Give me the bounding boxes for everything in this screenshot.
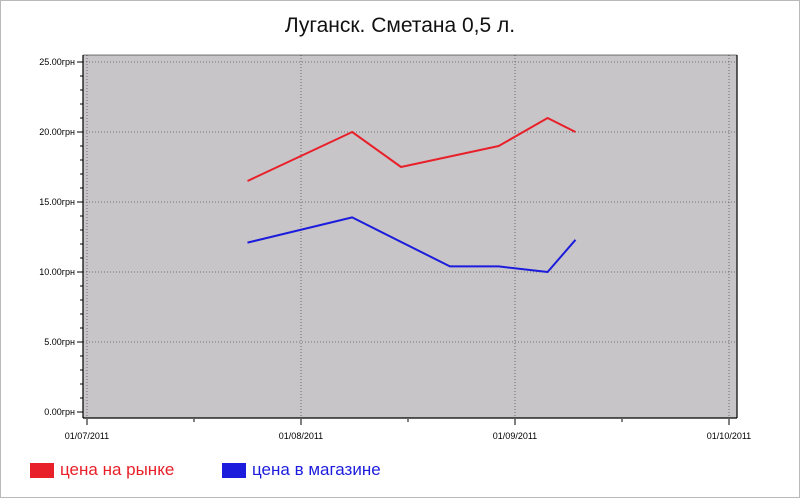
series-line-1: [247, 216, 577, 273]
legend-label-market: цена на рынке: [60, 460, 175, 479]
series-line-0: [247, 117, 576, 182]
legend-swatch-market: [30, 462, 54, 478]
y-tick-label: 25.00грн: [39, 57, 75, 67]
label-layer: 0.00грн 5.00грн 10.00грн 15.00грн 20.00грн 25…: [39, 57, 751, 441]
y-tick-label: 20.00грн: [39, 127, 75, 137]
y-tick-label: 15.00грн: [39, 197, 75, 207]
x-tick-label: 01/09/2011: [493, 431, 537, 441]
legend-swatch-store: [222, 462, 246, 478]
x-tick-label: 01/08/2011: [279, 431, 323, 441]
axis-layer: [77, 54, 738, 425]
grid-layer: [83, 55, 737, 418]
plot-area: [83, 55, 737, 418]
x-tick-label: 01/10/2011: [707, 431, 751, 441]
y-tick-label: 10.00грн: [39, 267, 75, 277]
legend-item-market: цена на рынке: [30, 458, 174, 482]
legend-label-store: цена в магазине: [252, 460, 381, 479]
legend-item-store: цена в магазине: [222, 458, 381, 482]
series-layer: [247, 117, 577, 273]
y-tick-label: 5.00грн: [44, 337, 75, 347]
chart-title: Луганск. Сметана 0,5 л.: [284, 14, 516, 37]
x-tick-label: 01/07/2011: [65, 431, 109, 441]
y-tick-label: 0.00грн: [44, 407, 75, 417]
